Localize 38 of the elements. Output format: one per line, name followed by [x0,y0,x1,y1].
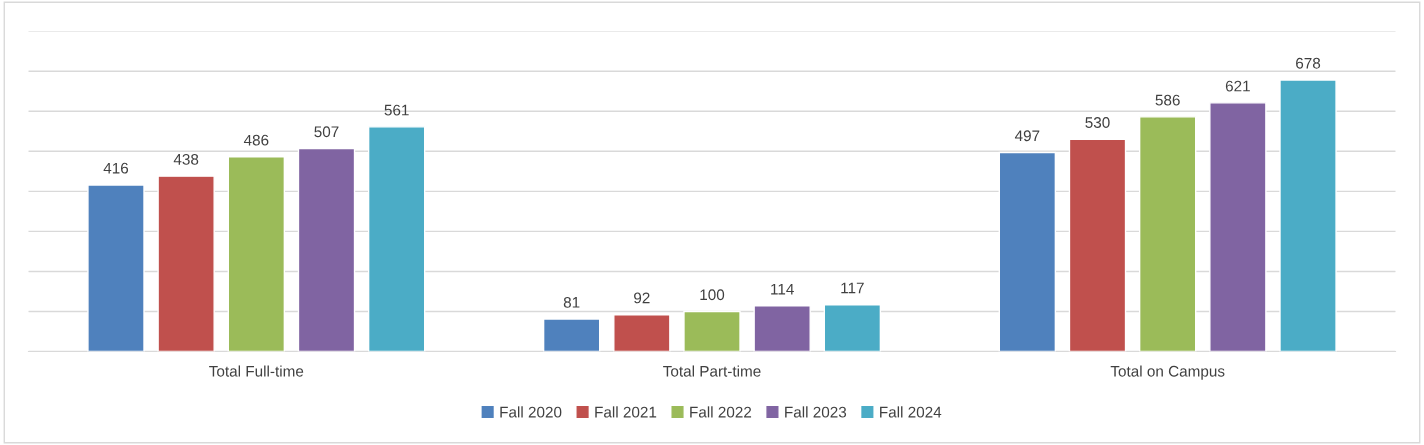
bar [1209,102,1267,352]
bar [227,156,286,352]
data-label: 586 [1155,94,1180,106]
data-label: 621 [1225,80,1250,92]
bar [1279,79,1337,352]
bar [1138,116,1197,352]
x-tick-label: Total Part-time [663,365,761,377]
data-label: 497 [1014,130,1040,142]
data-label: 117 [841,282,864,294]
legend-label: Fall 2021 [595,406,657,418]
bar [297,147,356,352]
bar [157,175,215,352]
bar [998,151,1057,352]
x-tick-label: Total on Campus [1110,365,1225,380]
data-label: 81 [563,296,580,308]
data-label: 92 [634,292,650,304]
data-label: 100 [700,289,725,301]
data-label: 530 [1085,117,1110,128]
data-label: 114 [771,283,794,295]
data-label: 561 [384,104,409,116]
legend-label: Fall 2024 [880,406,942,418]
bar [753,305,811,352]
bar [1068,138,1127,352]
legend-label: Fall 2020 [500,406,562,418]
data-label: 507 [314,126,339,138]
bar [87,184,145,352]
bar [683,310,741,352]
bar [613,314,671,352]
data-label: 416 [103,162,129,174]
bar [823,303,882,352]
data-label: 486 [243,134,269,146]
bar [542,318,601,352]
data-label: 678 [1296,57,1321,69]
data-label: 438 [173,153,199,165]
bar [367,126,426,352]
x-tick-label: Total Full-time [209,365,304,377]
legend-label: Fall 2022 [690,406,752,418]
legend-label: Fall 2023 [785,406,847,418]
